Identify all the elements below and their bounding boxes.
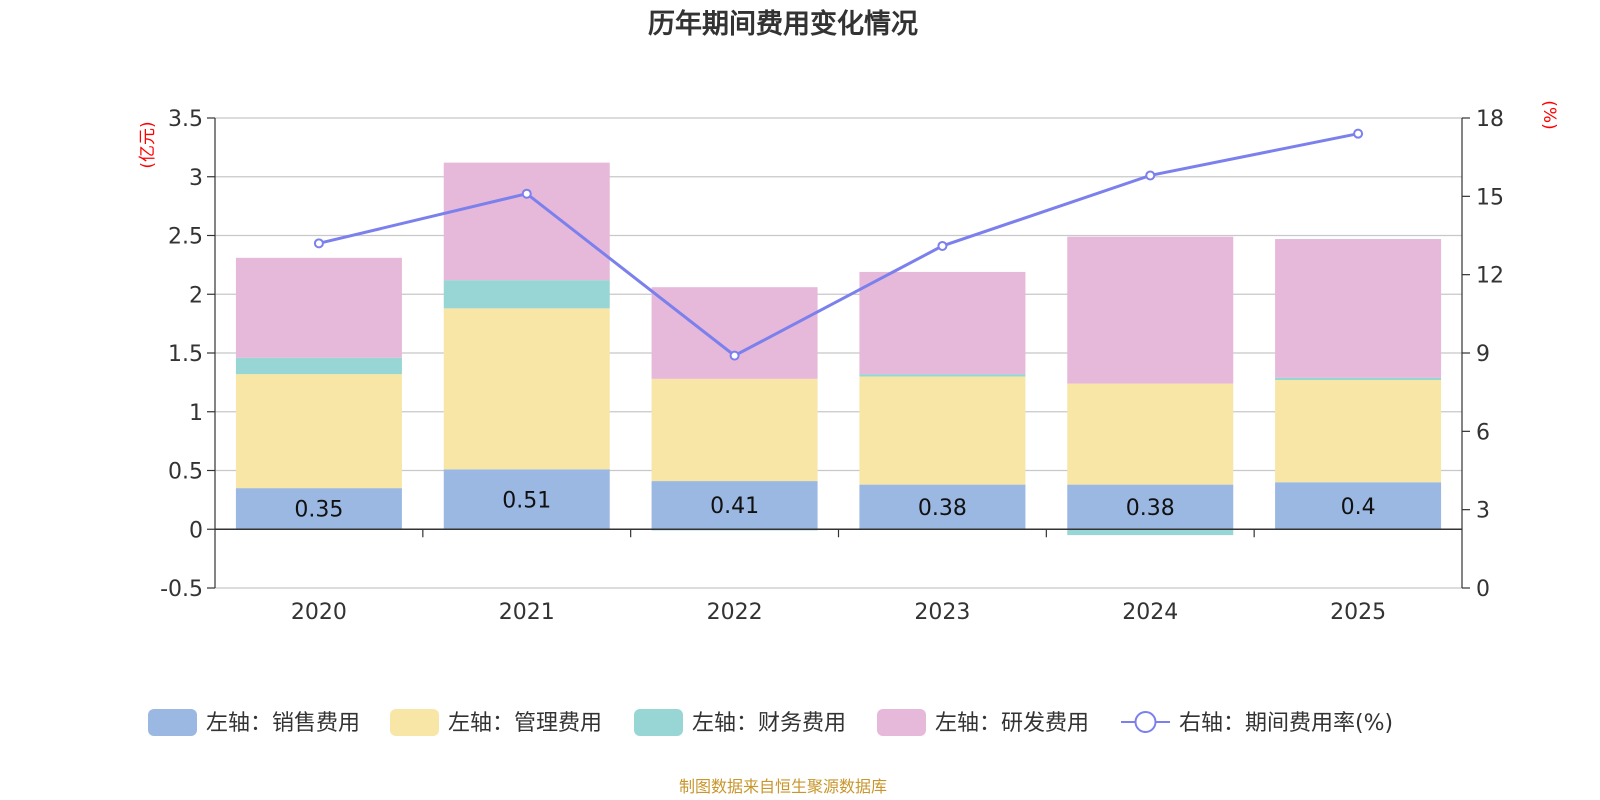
left-axis-tick-label: 0 <box>189 518 203 543</box>
x-axis-tick-label: 2020 <box>291 600 347 625</box>
right-axis-tick-label: 3 <box>1476 499 1490 524</box>
expense-rate-line <box>318 132 1359 358</box>
legend-swatch-2 <box>390 709 439 736</box>
legend-swatch-3 <box>634 709 683 736</box>
x-axis-tick-label: 2024 <box>1122 600 1178 625</box>
right-axis-unit: (%) <box>1539 100 1559 129</box>
data-label-sales: 0.38 <box>918 496 967 521</box>
right-axis-tick-label: 12 <box>1476 264 1504 289</box>
bar-4-2024 <box>1067 236 1234 384</box>
legend-label-4: 左轴：研发费用 <box>935 711 1089 736</box>
bar-3-2025 <box>1275 377 1442 381</box>
bar-1-2020 <box>235 488 402 530</box>
bar-3-2024 <box>1067 529 1234 536</box>
bar-2-2025 <box>1275 380 1442 483</box>
data-label-sales: 0.51 <box>502 488 551 513</box>
expense-rate-point <box>937 240 948 251</box>
left-axis-tick-label: 2.5 <box>168 225 203 250</box>
right-axis-tick-label: 0 <box>1476 577 1490 602</box>
bar-4-2020 <box>235 257 402 358</box>
legend-label-5: 右轴：期间费用率(%) <box>1179 711 1393 736</box>
bar-2-2023 <box>859 376 1026 485</box>
legend-label-3: 左轴：财务费用 <box>692 711 846 736</box>
x-axis-tick-label: 2025 <box>1330 600 1386 625</box>
expense-rate-point <box>729 350 740 361</box>
bar-1-2022 <box>651 481 818 530</box>
right-axis-tick-label: 6 <box>1476 420 1490 445</box>
bar-2-2020 <box>235 374 402 489</box>
right-axis-tick-label: 18 <box>1476 107 1504 132</box>
bar-1-2024 <box>1067 484 1234 530</box>
bar-4-2021 <box>443 162 610 281</box>
left-axis-tick-label: 2 <box>189 283 203 308</box>
bar-2-2022 <box>651 378 818 482</box>
left-axis-tick-label: 3.5 <box>168 107 203 132</box>
bar-2-2021 <box>443 308 610 470</box>
data-label-sales: 0.41 <box>710 494 759 519</box>
expense-rate-point <box>313 238 324 249</box>
bar-3-2023 <box>859 374 1026 377</box>
bar-3-2021 <box>443 280 610 309</box>
data-label-sales: 0.38 <box>1126 496 1175 521</box>
expense-rate-point <box>521 188 532 199</box>
bar-2-2024 <box>1067 383 1234 485</box>
legend: 左轴：销售费用 左轴：管理费用 左轴：财务费用 左轴：研发费用 右轴：期间费用率(%) <box>148 709 1393 736</box>
expense-rate-point <box>1353 128 1364 139</box>
legend-label-1: 左轴：销售费用 <box>206 711 360 736</box>
data-label-sales: 0.35 <box>294 498 343 523</box>
legend-swatch-1 <box>148 709 197 736</box>
expense-rate-point <box>1145 170 1156 181</box>
right-axis-tick-label: 15 <box>1476 185 1504 210</box>
left-axis-tick-label: 1.5 <box>168 342 203 367</box>
data-label-sales: 0.4 <box>1341 495 1376 520</box>
bar-1-2025 <box>1275 482 1442 530</box>
left-axis-tick-label: 0.5 <box>168 460 203 485</box>
chart-title: 历年期间费用变化情况 <box>648 8 918 40</box>
legend-label-2: 左轴：管理费用 <box>448 711 602 736</box>
left-axis-tick-label: 1 <box>189 401 203 426</box>
bar-4-2022 <box>651 287 818 379</box>
legend-circle-swatch <box>1134 711 1157 733</box>
bar-3-2020 <box>235 357 402 375</box>
x-axis-tick-label: 2023 <box>914 600 970 625</box>
left-axis-tick-label: -0.5 <box>160 577 203 602</box>
bar-4-2023 <box>859 271 1026 375</box>
left-axis-unit: (亿元) <box>138 121 158 168</box>
bar-1-2023 <box>859 484 1026 530</box>
right-axis-tick-label: 9 <box>1476 342 1490 367</box>
legend-swatch-4 <box>877 709 926 736</box>
x-axis-tick-label: 2022 <box>707 600 763 625</box>
bar-1-2021 <box>443 469 610 530</box>
data-source-note: 制图数据来自恒生聚源数据库 <box>679 777 887 796</box>
bar-4-2025 <box>1275 239 1442 378</box>
left-axis-tick-label: 3 <box>189 166 203 191</box>
x-axis-tick-label: 2021 <box>499 600 555 625</box>
